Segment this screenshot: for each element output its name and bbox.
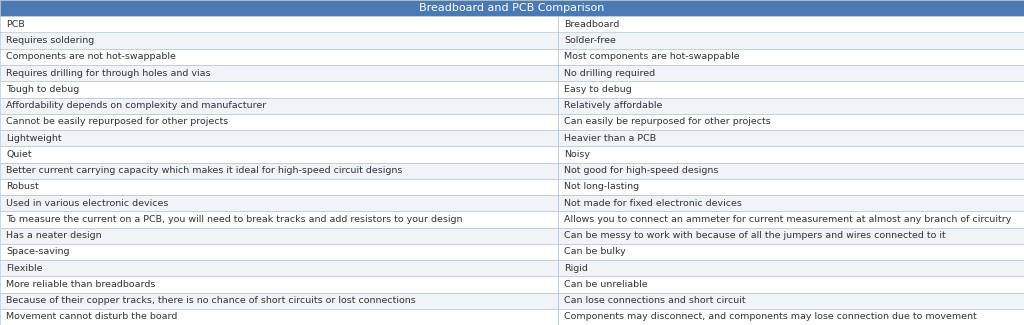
Bar (0, 227, 558, 244)
Text: Movement cannot disturb the board: Movement cannot disturb the board (6, 312, 177, 321)
Bar (0, 81, 558, 98)
Text: Used in various electronic devices: Used in various electronic devices (6, 199, 169, 208)
Bar (558, 276, 1024, 292)
Bar (558, 98, 1024, 114)
Text: Breadboard and PCB Comparison: Breadboard and PCB Comparison (419, 3, 605, 13)
Bar (558, 16, 1024, 32)
Bar (558, 260, 1024, 276)
Text: Because of their copper tracks, there is no chance of short circuits or lost con: Because of their copper tracks, there is… (6, 296, 416, 305)
Text: Lightweight: Lightweight (6, 134, 61, 143)
Text: Solder-free: Solder-free (564, 36, 616, 45)
Bar (558, 114, 1024, 130)
Text: Breadboard: Breadboard (564, 20, 620, 29)
Text: Cannot be easily repurposed for other projects: Cannot be easily repurposed for other pr… (6, 117, 228, 126)
Text: Noisy: Noisy (564, 150, 590, 159)
Text: Not long-lasting: Not long-lasting (564, 182, 639, 191)
Text: Tough to debug: Tough to debug (6, 85, 80, 94)
Bar (0, 0, 1024, 16)
Text: No drilling required: No drilling required (564, 69, 655, 78)
Text: Components may disconnect, and components may lose connection due to movement: Components may disconnect, and component… (564, 312, 977, 321)
Bar (0, 162, 558, 179)
Bar (0, 114, 558, 130)
Text: Robust: Robust (6, 182, 39, 191)
Bar (0, 32, 558, 49)
Bar (558, 227, 1024, 244)
Bar (0, 65, 558, 81)
Bar (558, 65, 1024, 81)
Text: Requires soldering: Requires soldering (6, 36, 94, 45)
Bar (0, 292, 558, 309)
Text: Flexible: Flexible (6, 264, 43, 273)
Bar (558, 211, 1024, 227)
Bar (558, 309, 1024, 325)
Bar (0, 211, 558, 227)
Bar (0, 260, 558, 276)
Bar (558, 81, 1024, 98)
Bar (0, 146, 558, 162)
Text: Not made for fixed electronic devices: Not made for fixed electronic devices (564, 199, 742, 208)
Bar (558, 292, 1024, 309)
Text: More reliable than breadboards: More reliable than breadboards (6, 280, 156, 289)
Bar (558, 195, 1024, 211)
Text: Can be messy to work with because of all the jumpers and wires connected to it: Can be messy to work with because of all… (564, 231, 946, 240)
Bar (558, 179, 1024, 195)
Text: Heavier than a PCB: Heavier than a PCB (564, 134, 656, 143)
Text: Easy to debug: Easy to debug (564, 85, 632, 94)
Text: Quiet: Quiet (6, 150, 32, 159)
Text: Can lose connections and short circuit: Can lose connections and short circuit (564, 296, 745, 305)
Bar (0, 98, 558, 114)
Bar (0, 49, 558, 65)
Text: Most components are hot-swappable: Most components are hot-swappable (564, 52, 740, 61)
Bar (0, 195, 558, 211)
Text: Can be unreliable: Can be unreliable (564, 280, 648, 289)
Text: Can easily be repurposed for other projects: Can easily be repurposed for other proje… (564, 117, 771, 126)
Text: Components are not hot-swappable: Components are not hot-swappable (6, 52, 176, 61)
Text: Has a neater design: Has a neater design (6, 231, 101, 240)
Text: Relatively affordable: Relatively affordable (564, 101, 663, 110)
Bar (558, 32, 1024, 49)
Bar (558, 49, 1024, 65)
Bar (558, 162, 1024, 179)
Text: Requires drilling for through holes and vias: Requires drilling for through holes and … (6, 69, 211, 78)
Bar (0, 179, 558, 195)
Text: Not good for high-speed designs: Not good for high-speed designs (564, 166, 719, 175)
Bar (0, 309, 558, 325)
Text: Rigid: Rigid (564, 264, 588, 273)
Text: Space-saving: Space-saving (6, 247, 70, 256)
Bar (558, 146, 1024, 162)
Text: Allows you to connect an ammeter for current measurement at almost any branch of: Allows you to connect an ammeter for cur… (564, 215, 1012, 224)
Bar (0, 130, 558, 146)
Bar (0, 16, 558, 32)
Text: To measure the current on a PCB, you will need to break tracks and add resistors: To measure the current on a PCB, you wil… (6, 215, 463, 224)
Bar (558, 130, 1024, 146)
Text: Can be bulky: Can be bulky (564, 247, 626, 256)
Text: Better current carrying capacity which makes it ideal for high-speed circuit des: Better current carrying capacity which m… (6, 166, 402, 175)
Bar (558, 244, 1024, 260)
Text: Affordability depends on complexity and manufacturer: Affordability depends on complexity and … (6, 101, 266, 110)
Text: PCB: PCB (6, 20, 25, 29)
Bar (0, 244, 558, 260)
Bar (0, 276, 558, 292)
